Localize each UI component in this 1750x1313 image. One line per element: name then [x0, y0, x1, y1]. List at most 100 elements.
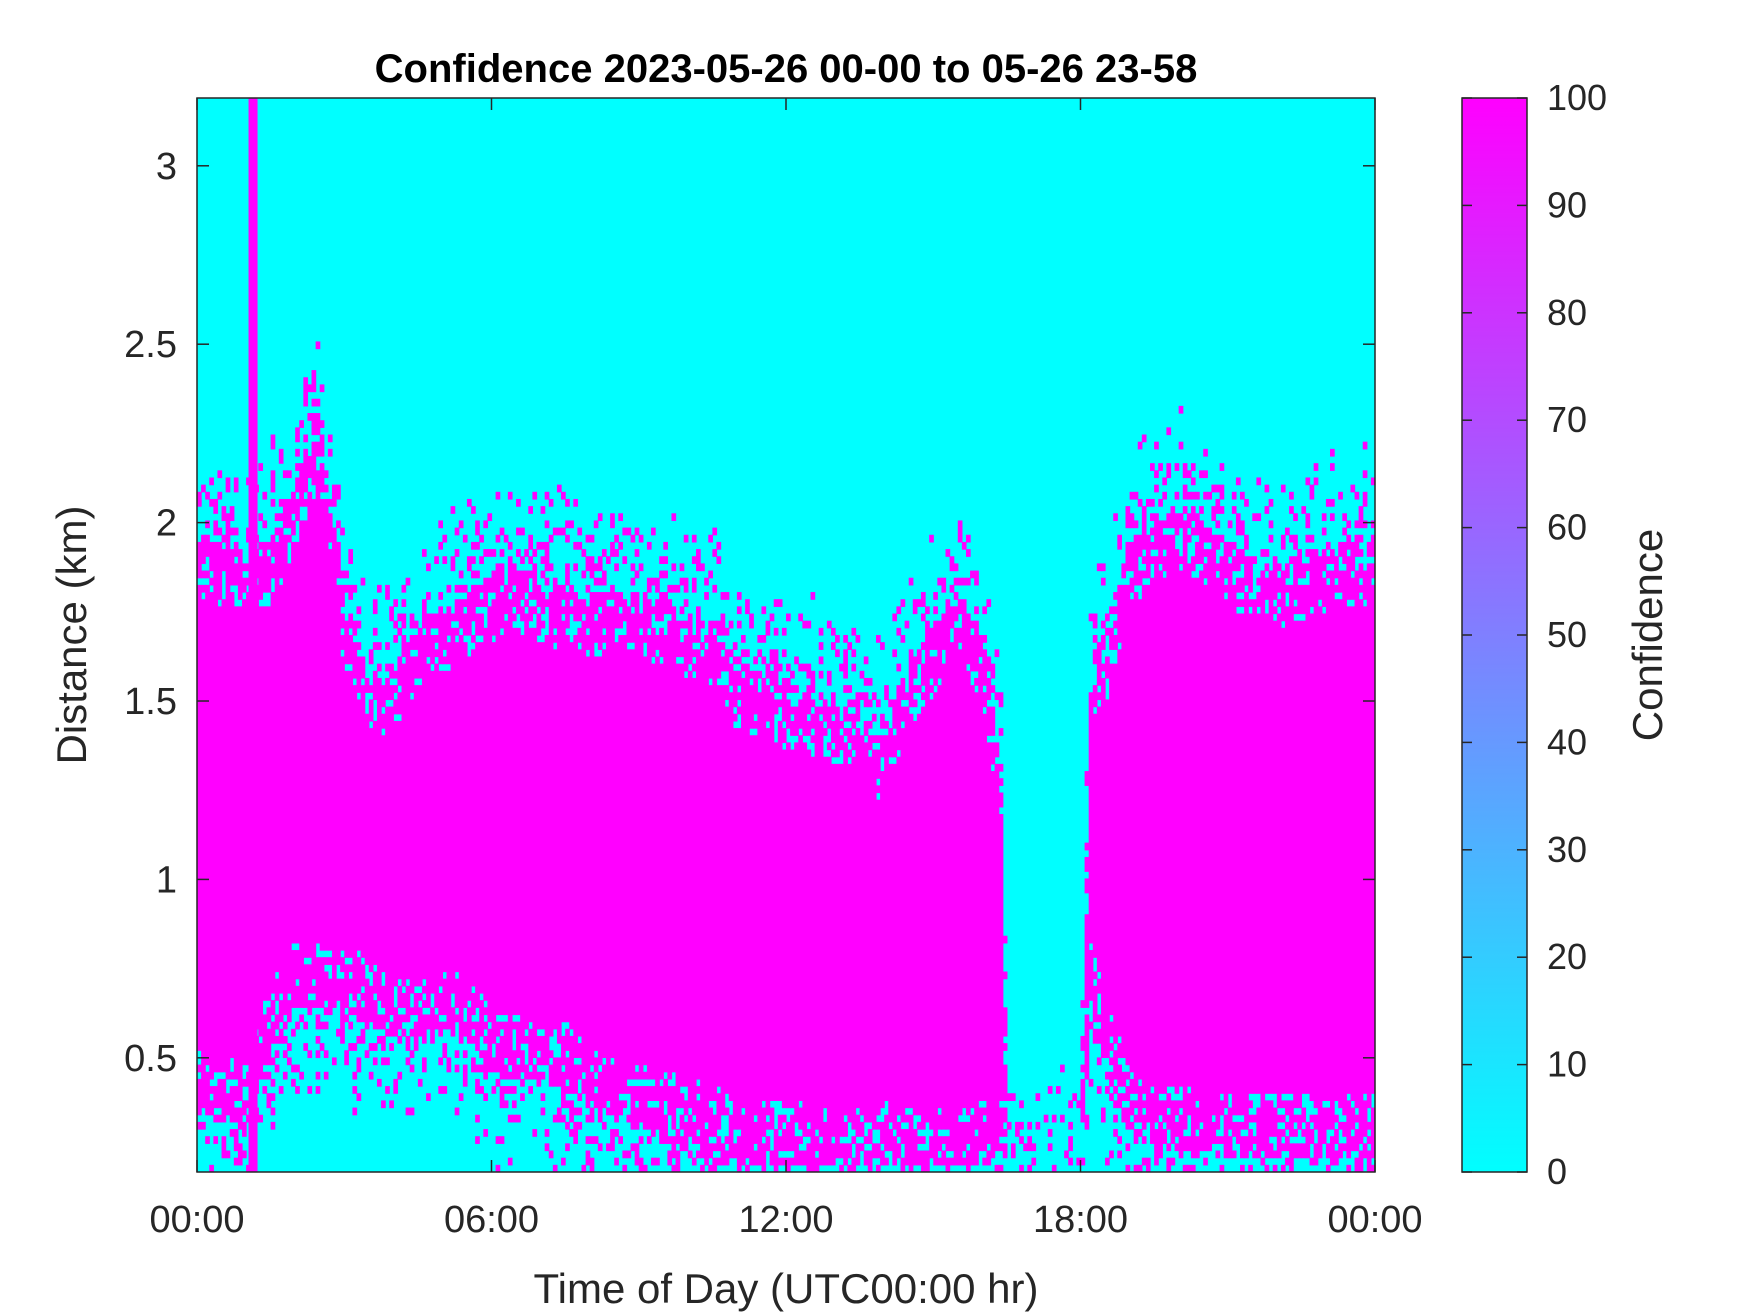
heatmap-cell — [344, 964, 349, 1008]
heatmap-cell — [1289, 556, 1294, 564]
heatmap-cell — [434, 663, 439, 1008]
heatmap-cell — [593, 1093, 599, 1109]
heatmap-cell — [900, 677, 906, 701]
heatmap-cell — [1231, 491, 1237, 500]
heatmap-cell — [589, 556, 595, 579]
heatmap-cell — [1055, 1086, 1061, 1094]
heatmap-cell — [581, 549, 587, 557]
heatmap-cell — [1117, 1136, 1122, 1144]
heatmap-cell — [712, 549, 718, 557]
heatmap-cell — [929, 1136, 934, 1159]
heatmap-cell — [634, 570, 640, 579]
heatmap-cell — [736, 592, 742, 600]
heatmap-cell — [315, 1071, 321, 1080]
heatmap-cell — [209, 1100, 214, 1116]
heatmap-cell — [990, 706, 996, 736]
heatmap-cell — [299, 520, 304, 1008]
heatmap-cell — [491, 599, 497, 636]
heatmap-cell — [368, 1071, 374, 1080]
heatmap-cell — [1096, 706, 1102, 973]
heatmap-cell — [753, 656, 758, 665]
heatmap-cell — [475, 1136, 480, 1144]
heatmap-cell — [577, 1064, 583, 1080]
heatmap-cell — [700, 642, 705, 650]
heatmap-cell — [1133, 1100, 1139, 1109]
heatmap-cell — [1088, 950, 1094, 1001]
heatmap-cell — [965, 670, 971, 1116]
y-tick-label: 3 — [156, 146, 177, 188]
heatmap-cell — [520, 1093, 525, 1101]
heatmap-cell — [393, 670, 399, 679]
heatmap-cell — [511, 627, 517, 1016]
heatmap-cell — [1297, 1143, 1302, 1159]
heatmap-cell — [201, 1121, 206, 1130]
heatmap-cell — [941, 613, 947, 650]
heatmap-cell — [417, 627, 423, 679]
heatmap-cell — [1141, 1114, 1147, 1130]
heatmap-cell — [675, 1129, 681, 1144]
heatmap-cell — [1330, 1136, 1335, 1166]
heatmap-cell — [540, 1093, 546, 1101]
heatmap-cell — [790, 670, 795, 679]
heatmap-cell — [597, 1071, 603, 1123]
heatmap-cell — [1096, 692, 1102, 701]
heatmap-cell — [1203, 527, 1208, 543]
heatmap-cell — [937, 620, 943, 679]
heatmap-cell — [961, 599, 967, 1109]
heatmap-cell — [749, 685, 754, 729]
heatmap-cell — [953, 606, 959, 622]
x-tick-label: 00:00 — [1327, 1199, 1422, 1241]
heatmap-cell — [786, 1157, 791, 1172]
heatmap-cell — [1240, 1121, 1245, 1130]
colorbar — [1461, 97, 1528, 1173]
heatmap-cell — [912, 656, 918, 679]
heatmap-cell — [896, 685, 902, 751]
heatmap-cell — [1199, 506, 1204, 514]
heatmap-cell — [601, 649, 607, 1059]
heatmap-cell — [286, 498, 292, 529]
heatmap-cell — [1002, 1143, 1008, 1159]
heatmap-cell — [659, 570, 664, 579]
heatmap-cell — [270, 1121, 276, 1130]
heatmap-cell — [1109, 606, 1114, 615]
heatmap-cell — [237, 1107, 243, 1130]
heatmap-cell — [667, 584, 673, 593]
heatmap-cell — [949, 584, 955, 593]
heatmap-cell — [381, 985, 386, 1008]
heatmap-cell — [659, 1086, 664, 1144]
heatmap-cell — [405, 1107, 411, 1116]
heatmap-cell — [438, 1057, 444, 1066]
heatmap-cell — [360, 993, 366, 1001]
heatmap-cell — [1166, 1143, 1172, 1152]
heatmap-cell — [835, 649, 840, 658]
heatmap-cell — [217, 491, 223, 500]
heatmap-cell — [577, 1121, 583, 1130]
heatmap-cell — [761, 677, 767, 1101]
heatmap-cell — [340, 613, 345, 629]
heatmap-cell — [413, 620, 419, 629]
heatmap-cell — [1027, 1121, 1033, 1130]
heatmap-cell — [282, 470, 288, 479]
heatmap-cell — [282, 1035, 288, 1044]
heatmap-cell — [651, 527, 656, 536]
heatmap-cell — [258, 1043, 264, 1080]
heatmap-cell — [794, 742, 799, 1123]
heatmap-cell — [945, 599, 951, 1130]
heatmap-cell — [258, 463, 264, 471]
heatmap-cell — [712, 635, 718, 1101]
heatmap-cell — [397, 1014, 403, 1030]
heatmap-cell — [401, 635, 407, 658]
heatmap-cell — [745, 1164, 750, 1172]
heatmap-cell — [426, 592, 431, 600]
heatmap-cell — [1280, 484, 1286, 493]
heatmap-cell — [1162, 556, 1167, 572]
heatmap-cell — [1264, 506, 1270, 514]
heatmap-cell — [483, 1007, 489, 1016]
heatmap-cell — [303, 498, 309, 507]
heatmap-cell — [957, 520, 963, 543]
heatmap-cell — [998, 792, 1004, 808]
heatmap-cell — [1354, 1157, 1360, 1172]
heatmap-cell — [446, 670, 452, 1030]
heatmap-cell — [319, 957, 325, 1008]
heatmap-cell — [1141, 556, 1147, 564]
